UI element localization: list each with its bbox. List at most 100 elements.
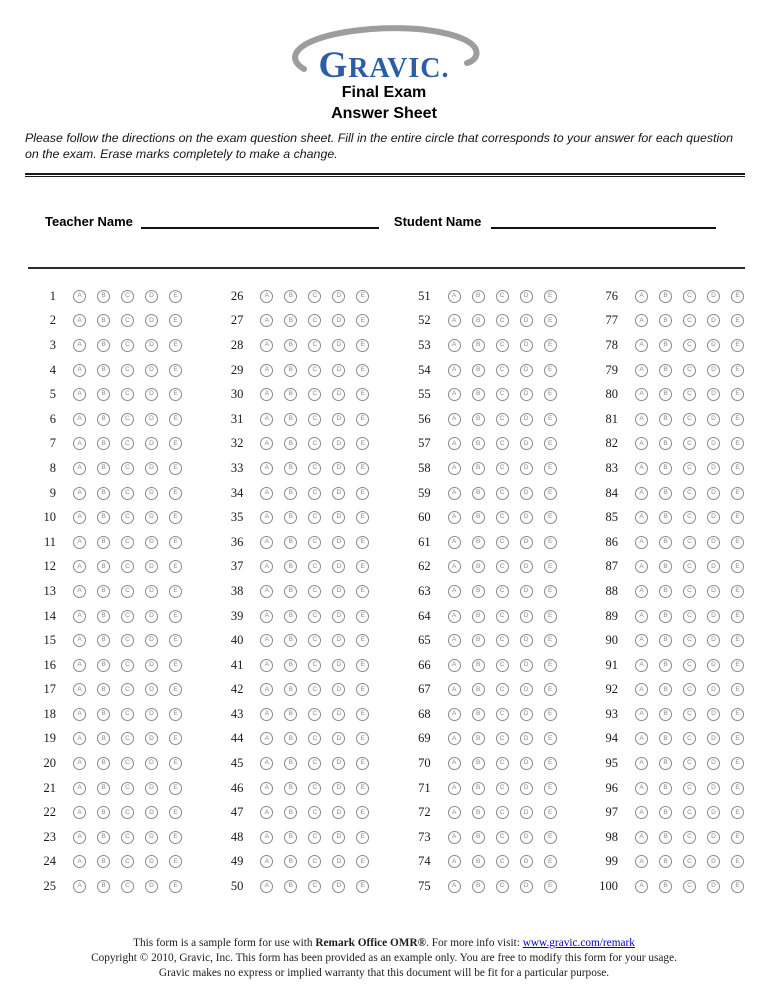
bubble-a[interactable]: A [73,609,86,623]
bubble-b[interactable]: B [284,781,298,795]
bubble-a[interactable]: A [634,781,648,795]
bubble-a[interactable]: A [447,806,461,820]
bubble-e[interactable]: E [169,584,182,598]
bubble-b[interactable]: B [471,806,485,820]
bubble-c[interactable]: C [308,289,322,303]
bubble-d[interactable]: D [519,707,533,721]
bubble-e[interactable]: E [169,486,182,500]
bubble-c[interactable]: C [495,880,509,894]
bubble-b[interactable]: B [284,338,298,352]
bubble-d[interactable]: D [519,388,533,402]
bubble-a[interactable]: A [634,412,648,426]
bubble-d[interactable]: D [332,486,346,500]
bubble-d[interactable]: D [706,855,720,869]
bubble-e[interactable]: E [543,781,557,795]
bubble-e[interactable]: E [356,314,370,328]
bubble-c[interactable]: C [308,880,322,894]
bubble-c[interactable]: C [121,486,134,500]
bubble-a[interactable]: A [260,732,274,746]
bubble-d[interactable]: D [332,683,346,697]
bubble-c[interactable]: C [121,412,134,426]
bubble-a[interactable]: A [73,683,86,697]
bubble-d[interactable]: D [332,634,346,648]
bubble-e[interactable]: E [730,634,744,648]
bubble-b[interactable]: B [284,855,298,869]
bubble-c[interactable]: C [121,535,134,549]
bubble-e[interactable]: E [730,461,744,475]
bubble-e[interactable]: E [543,363,557,377]
bubble-e[interactable]: E [169,757,182,771]
bubble-e[interactable]: E [543,437,557,451]
bubble-d[interactable]: D [145,511,158,525]
bubble-b[interactable]: B [658,314,672,328]
bubble-d[interactable]: D [332,388,346,402]
bubble-b[interactable]: B [658,535,672,549]
bubble-e[interactable]: E [169,289,182,303]
bubble-d[interactable]: D [519,830,533,844]
bubble-e[interactable]: E [730,289,744,303]
bubble-a[interactable]: A [634,461,648,475]
bubble-c[interactable]: C [121,880,134,894]
bubble-d[interactable]: D [145,388,158,402]
bubble-d[interactable]: D [706,683,720,697]
bubble-e[interactable]: E [169,683,182,697]
bubble-a[interactable]: A [634,880,648,894]
bubble-a[interactable]: A [634,683,648,697]
bubble-d[interactable]: D [332,535,346,549]
bubble-a[interactable]: A [447,880,461,894]
bubble-e[interactable]: E [543,658,557,672]
bubble-d[interactable]: D [145,412,158,426]
bubble-a[interactable]: A [73,830,86,844]
bubble-d[interactable]: D [519,338,533,352]
bubble-e[interactable]: E [356,806,370,820]
bubble-a[interactable]: A [634,363,648,377]
bubble-e[interactable]: E [356,560,370,574]
bubble-c[interactable]: C [682,855,696,869]
bubble-c[interactable]: C [308,830,322,844]
bubble-e[interactable]: E [730,757,744,771]
bubble-a[interactable]: A [73,806,86,820]
bubble-a[interactable]: A [634,314,648,328]
bubble-c[interactable]: C [121,707,134,721]
bubble-a[interactable]: A [260,314,274,328]
bubble-a[interactable]: A [447,363,461,377]
bubble-a[interactable]: A [634,511,648,525]
bubble-c[interactable]: C [308,388,322,402]
bubble-b[interactable]: B [97,535,110,549]
bubble-a[interactable]: A [634,806,648,820]
bubble-b[interactable]: B [658,486,672,500]
bubble-e[interactable]: E [730,707,744,721]
bubble-b[interactable]: B [471,683,485,697]
bubble-c[interactable]: C [121,634,134,648]
bubble-a[interactable]: A [73,757,86,771]
bubble-c[interactable]: C [682,560,696,574]
bubble-e[interactable]: E [730,806,744,820]
bubble-c[interactable]: C [308,461,322,475]
bubble-b[interactable]: B [97,732,110,746]
bubble-a[interactable]: A [260,363,274,377]
bubble-e[interactable]: E [543,757,557,771]
bubble-c[interactable]: C [308,658,322,672]
bubble-b[interactable]: B [97,437,110,451]
bubble-d[interactable]: D [332,511,346,525]
bubble-c[interactable]: C [495,535,509,549]
bubble-b[interactable]: B [471,314,485,328]
bubble-a[interactable]: A [260,560,274,574]
bubble-e[interactable]: E [543,511,557,525]
bubble-d[interactable]: D [332,363,346,377]
bubble-e[interactable]: E [543,314,557,328]
bubble-b[interactable]: B [284,609,298,623]
bubble-d[interactable]: D [145,437,158,451]
bubble-b[interactable]: B [471,658,485,672]
bubble-b[interactable]: B [471,634,485,648]
bubble-b[interactable]: B [97,658,110,672]
bubble-c[interactable]: C [308,486,322,500]
bubble-d[interactable]: D [706,806,720,820]
bubble-a[interactable]: A [73,511,86,525]
bubble-e[interactable]: E [730,437,744,451]
bubble-a[interactable]: A [73,535,86,549]
bubble-b[interactable]: B [284,437,298,451]
bubble-d[interactable]: D [706,880,720,894]
bubble-e[interactable]: E [169,806,182,820]
bubble-a[interactable]: A [73,855,86,869]
